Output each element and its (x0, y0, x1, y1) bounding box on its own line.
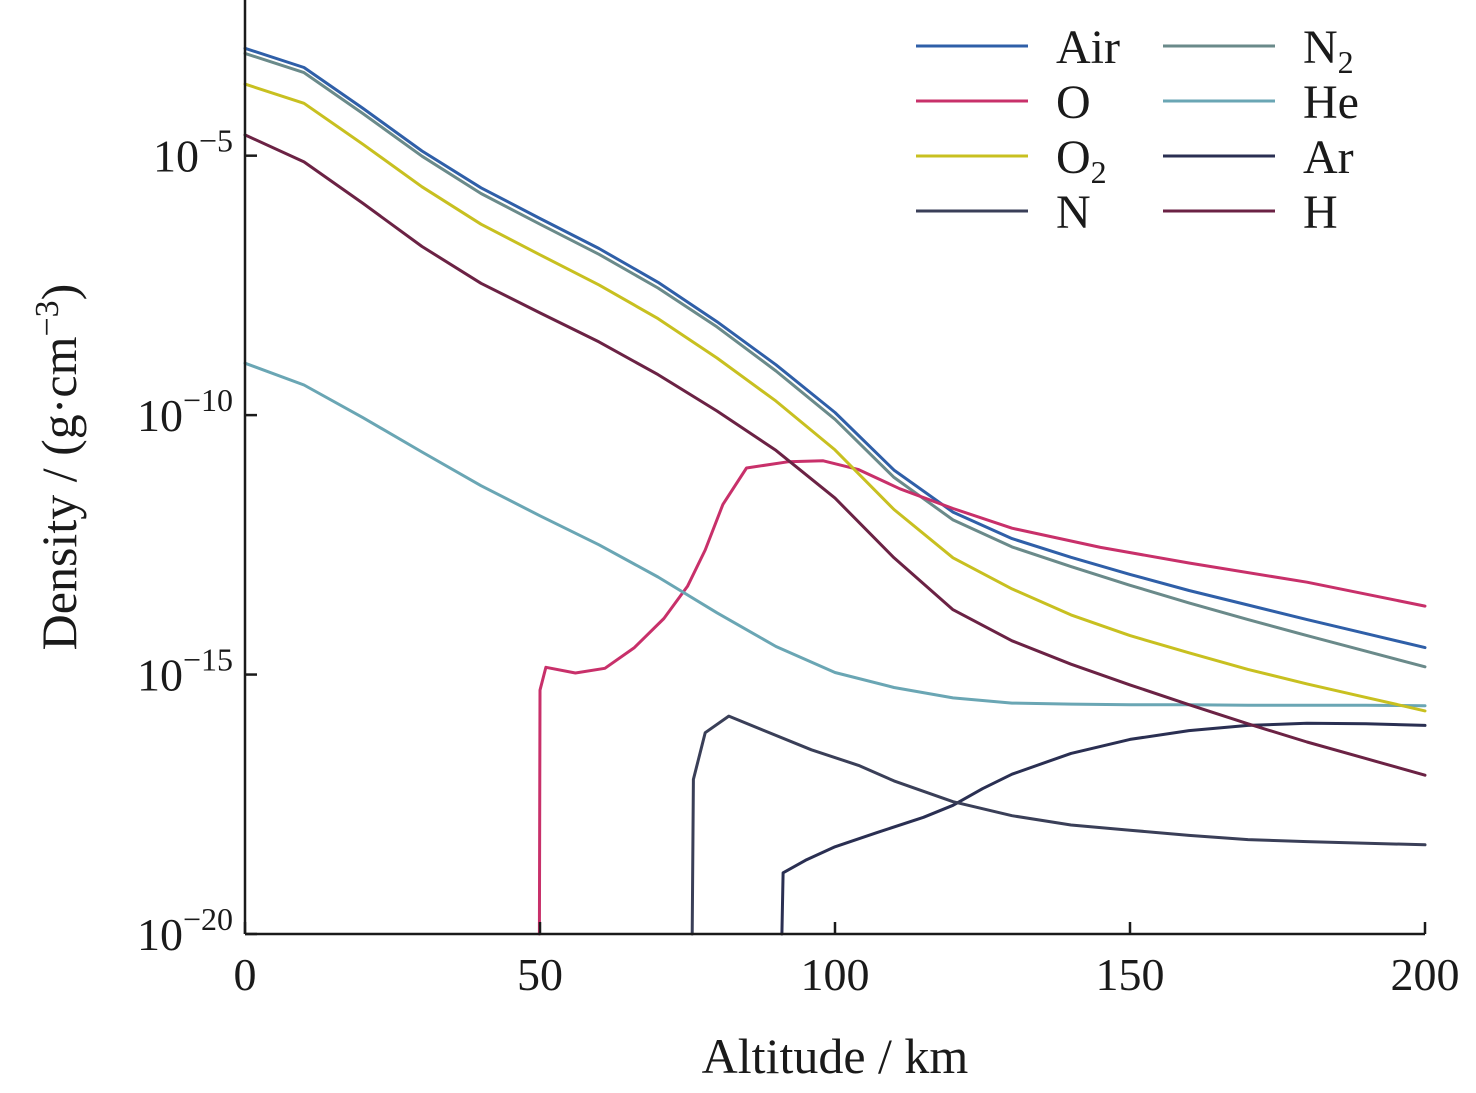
legend-item-h: H (1163, 186, 1338, 239)
legend-label: He (1303, 76, 1359, 129)
y-axis-title: Density / (g·cm−3) (29, 284, 87, 651)
series-line-n (690, 714, 1427, 936)
legend-label-base: H (1303, 186, 1338, 239)
x-tick-label: 100 (801, 949, 870, 1000)
legend-label: O2 (1056, 131, 1107, 190)
legend-item-o: O (916, 76, 1091, 129)
legend-label-base: Air (1056, 21, 1120, 74)
legend-label: O (1056, 76, 1091, 129)
x-tick-label: 200 (1391, 949, 1460, 1000)
y-tick-exponent: −5 (199, 123, 233, 159)
legend-label: N2 (1303, 21, 1354, 80)
y-axis-title-main: Density / (g·cm (31, 336, 87, 650)
series-line-o2 (243, 82, 1427, 713)
y-tick-exponent: −20 (183, 901, 233, 937)
series-line-ar (780, 721, 1427, 936)
y-tick-exponent: −10 (183, 382, 233, 418)
x-tick-label: 50 (517, 949, 563, 1000)
legend-item-ar: Ar (1163, 131, 1354, 184)
legend-item-he: He (1163, 76, 1359, 129)
series-line-air (243, 46, 1427, 650)
legend-label: Air (1056, 21, 1120, 74)
y-tick-exponent: −15 (183, 642, 233, 678)
legend-label-base: O (1056, 131, 1091, 184)
y-tick-base: 10 (153, 131, 199, 182)
legend-label: N (1056, 186, 1091, 239)
y-axis-title-end: ) (31, 284, 87, 301)
y-tick-label: 10−20 (137, 901, 233, 960)
legend-label-base: N (1303, 21, 1338, 74)
legend-label-subscript: 2 (1338, 44, 1354, 80)
legend-item-n2: N2 (1163, 21, 1354, 80)
series-layer (243, 46, 1427, 936)
y-axis-title-exponent: −3 (29, 300, 66, 336)
legend-item-air: Air (916, 21, 1120, 74)
series-line-h (243, 133, 1427, 777)
legend-label-base: O (1056, 76, 1091, 129)
x-tick-label: 0 (234, 949, 257, 1000)
y-tick-label: 10−15 (137, 642, 233, 701)
legend-label: Ar (1303, 131, 1354, 184)
y-tick-base: 10 (137, 650, 183, 701)
series-line-n2 (243, 51, 1427, 669)
legend-label-base: N (1056, 186, 1091, 239)
y-tick-label: 10−10 (137, 382, 233, 441)
series-line-he (243, 361, 1427, 708)
series-line-o (537, 459, 1427, 936)
y-tick-label: 10−5 (153, 123, 233, 182)
y-tick-base: 10 (137, 909, 183, 960)
legend-label-subscript: 2 (1091, 154, 1107, 190)
legend-label: H (1303, 186, 1338, 239)
x-tick-label: 150 (1096, 949, 1165, 1000)
legend-label-base: He (1303, 76, 1359, 129)
axes-layer (243, 0, 1425, 936)
x-axis-title: Altitude / km (702, 1028, 969, 1084)
legend-item-o2: O2 (916, 131, 1107, 190)
legend-label-base: Ar (1303, 131, 1354, 184)
y-tick-base: 10 (137, 390, 183, 441)
legend-item-n: N (916, 186, 1091, 239)
